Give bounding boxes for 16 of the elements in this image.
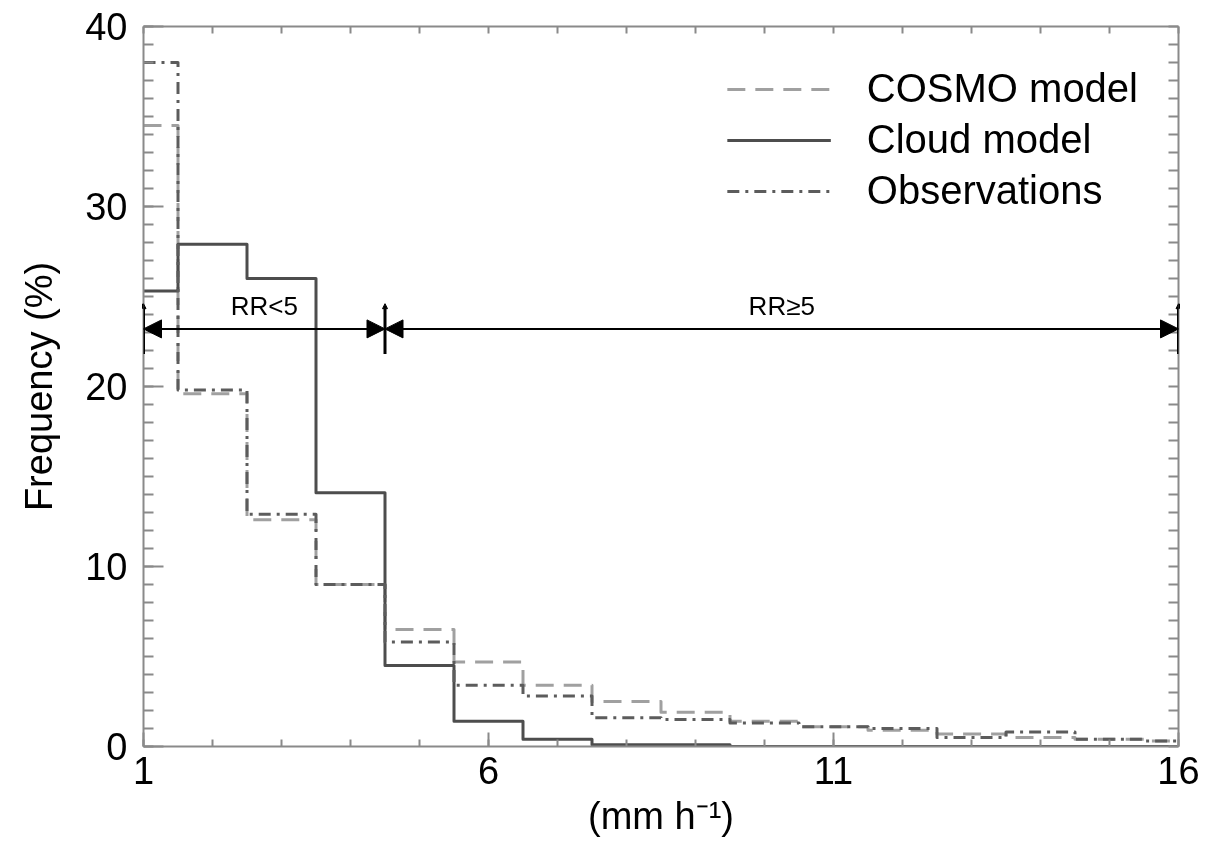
y-axis-title: Frequency (%) [18,261,61,512]
y-tick-label: 20 [85,366,128,408]
legend-label: Cloud model [866,117,1092,162]
x-tick-label: 6 [477,749,500,792]
x-tick-label: 1 [132,749,155,792]
x-tick-label: 11 [813,749,854,792]
y-tick-label: 0 [106,726,128,768]
annotation: RR<5 [230,290,298,321]
legend-label: COSMO model [866,66,1138,111]
y-tick-label: 30 [85,186,128,228]
annotation: RR≥5 [748,290,815,321]
x-axis-title: (mm h⁻¹) [588,794,734,837]
y-tick-label: 10 [85,546,128,588]
y-tick-label: 40 [85,6,128,48]
x-tick-label: 16 [1157,749,1200,792]
legend-label: Observations [866,168,1103,213]
